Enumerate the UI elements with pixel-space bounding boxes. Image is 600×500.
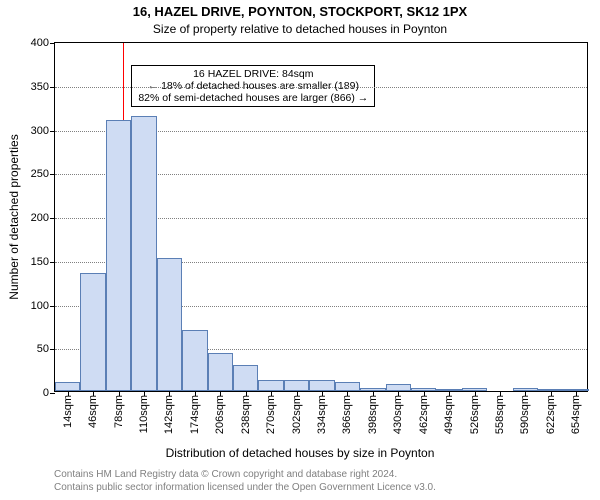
- x-tick-label: 206sqm: [214, 395, 226, 434]
- x-tick-label: 238sqm: [240, 395, 252, 434]
- x-tick-label: 14sqm: [62, 395, 74, 428]
- x-tick-label: 430sqm: [392, 395, 404, 434]
- x-tick-label: 462sqm: [418, 395, 430, 434]
- x-tick-label: 142sqm: [163, 395, 175, 434]
- histogram-bar: [80, 273, 105, 391]
- x-tick-label: 78sqm: [113, 395, 125, 428]
- histogram-bar: [233, 365, 258, 391]
- y-tick-label: 300: [31, 125, 55, 137]
- footer-line-1: Contains HM Land Registry data © Crown c…: [54, 469, 436, 482]
- x-tick-label: 302sqm: [291, 395, 303, 434]
- plot-area: 16 HAZEL DRIVE: 84sqm ← 18% of detached …: [54, 42, 588, 392]
- x-tick-label: 526sqm: [469, 395, 481, 434]
- x-tick-label: 558sqm: [494, 395, 506, 434]
- x-tick-label: 366sqm: [341, 395, 353, 434]
- histogram-bar: [182, 330, 207, 391]
- x-tick-label: 494sqm: [443, 395, 455, 434]
- histogram-bar: [131, 116, 156, 391]
- annotation-line-3: 82% of semi-detached houses are larger (…: [138, 92, 368, 104]
- x-tick-label: 398sqm: [367, 395, 379, 434]
- y-tick-label: 100: [31, 300, 55, 312]
- y-tick-label: 250: [31, 168, 55, 180]
- histogram-bar: [386, 384, 411, 391]
- y-tick-label: 150: [31, 256, 55, 268]
- footer-attribution: Contains HM Land Registry data © Crown c…: [54, 469, 436, 494]
- grid-line: [55, 87, 587, 88]
- histogram-chart: 16, HAZEL DRIVE, POYNTON, STOCKPORT, SK1…: [0, 0, 600, 500]
- y-tick-label: 200: [31, 212, 55, 224]
- x-tick-label: 110sqm: [138, 395, 150, 433]
- histogram-bar: [284, 380, 309, 391]
- y-tick-label: 0: [43, 387, 55, 399]
- histogram-bar: [335, 382, 360, 391]
- x-tick-label: 174sqm: [189, 395, 201, 434]
- histogram-bar: [157, 258, 182, 391]
- x-tick-label: 622sqm: [545, 395, 557, 434]
- chart-title: 16, HAZEL DRIVE, POYNTON, STOCKPORT, SK1…: [0, 4, 600, 19]
- footer-line-2: Contains public sector information licen…: [54, 482, 436, 495]
- histogram-bar: [258, 380, 283, 391]
- histogram-bar: [208, 353, 233, 392]
- y-tick-label: 350: [31, 81, 55, 93]
- histogram-bar: [106, 120, 131, 391]
- x-tick-label: 334sqm: [316, 395, 328, 434]
- histogram-bar: [55, 382, 80, 391]
- y-tick-label: 400: [31, 37, 55, 49]
- x-axis-label: Distribution of detached houses by size …: [0, 446, 600, 460]
- chart-subtitle: Size of property relative to detached ho…: [0, 22, 600, 36]
- y-tick-label: 50: [37, 343, 55, 355]
- annotation-line-1: 16 HAZEL DRIVE: 84sqm: [138, 68, 368, 80]
- x-tick-label: 270sqm: [265, 395, 277, 434]
- x-tick-label: 590sqm: [519, 395, 531, 434]
- x-tick-label: 654sqm: [570, 395, 582, 434]
- y-axis-label: Number of detached properties: [7, 134, 21, 299]
- x-tick-label: 46sqm: [87, 395, 99, 428]
- histogram-bar: [309, 380, 334, 391]
